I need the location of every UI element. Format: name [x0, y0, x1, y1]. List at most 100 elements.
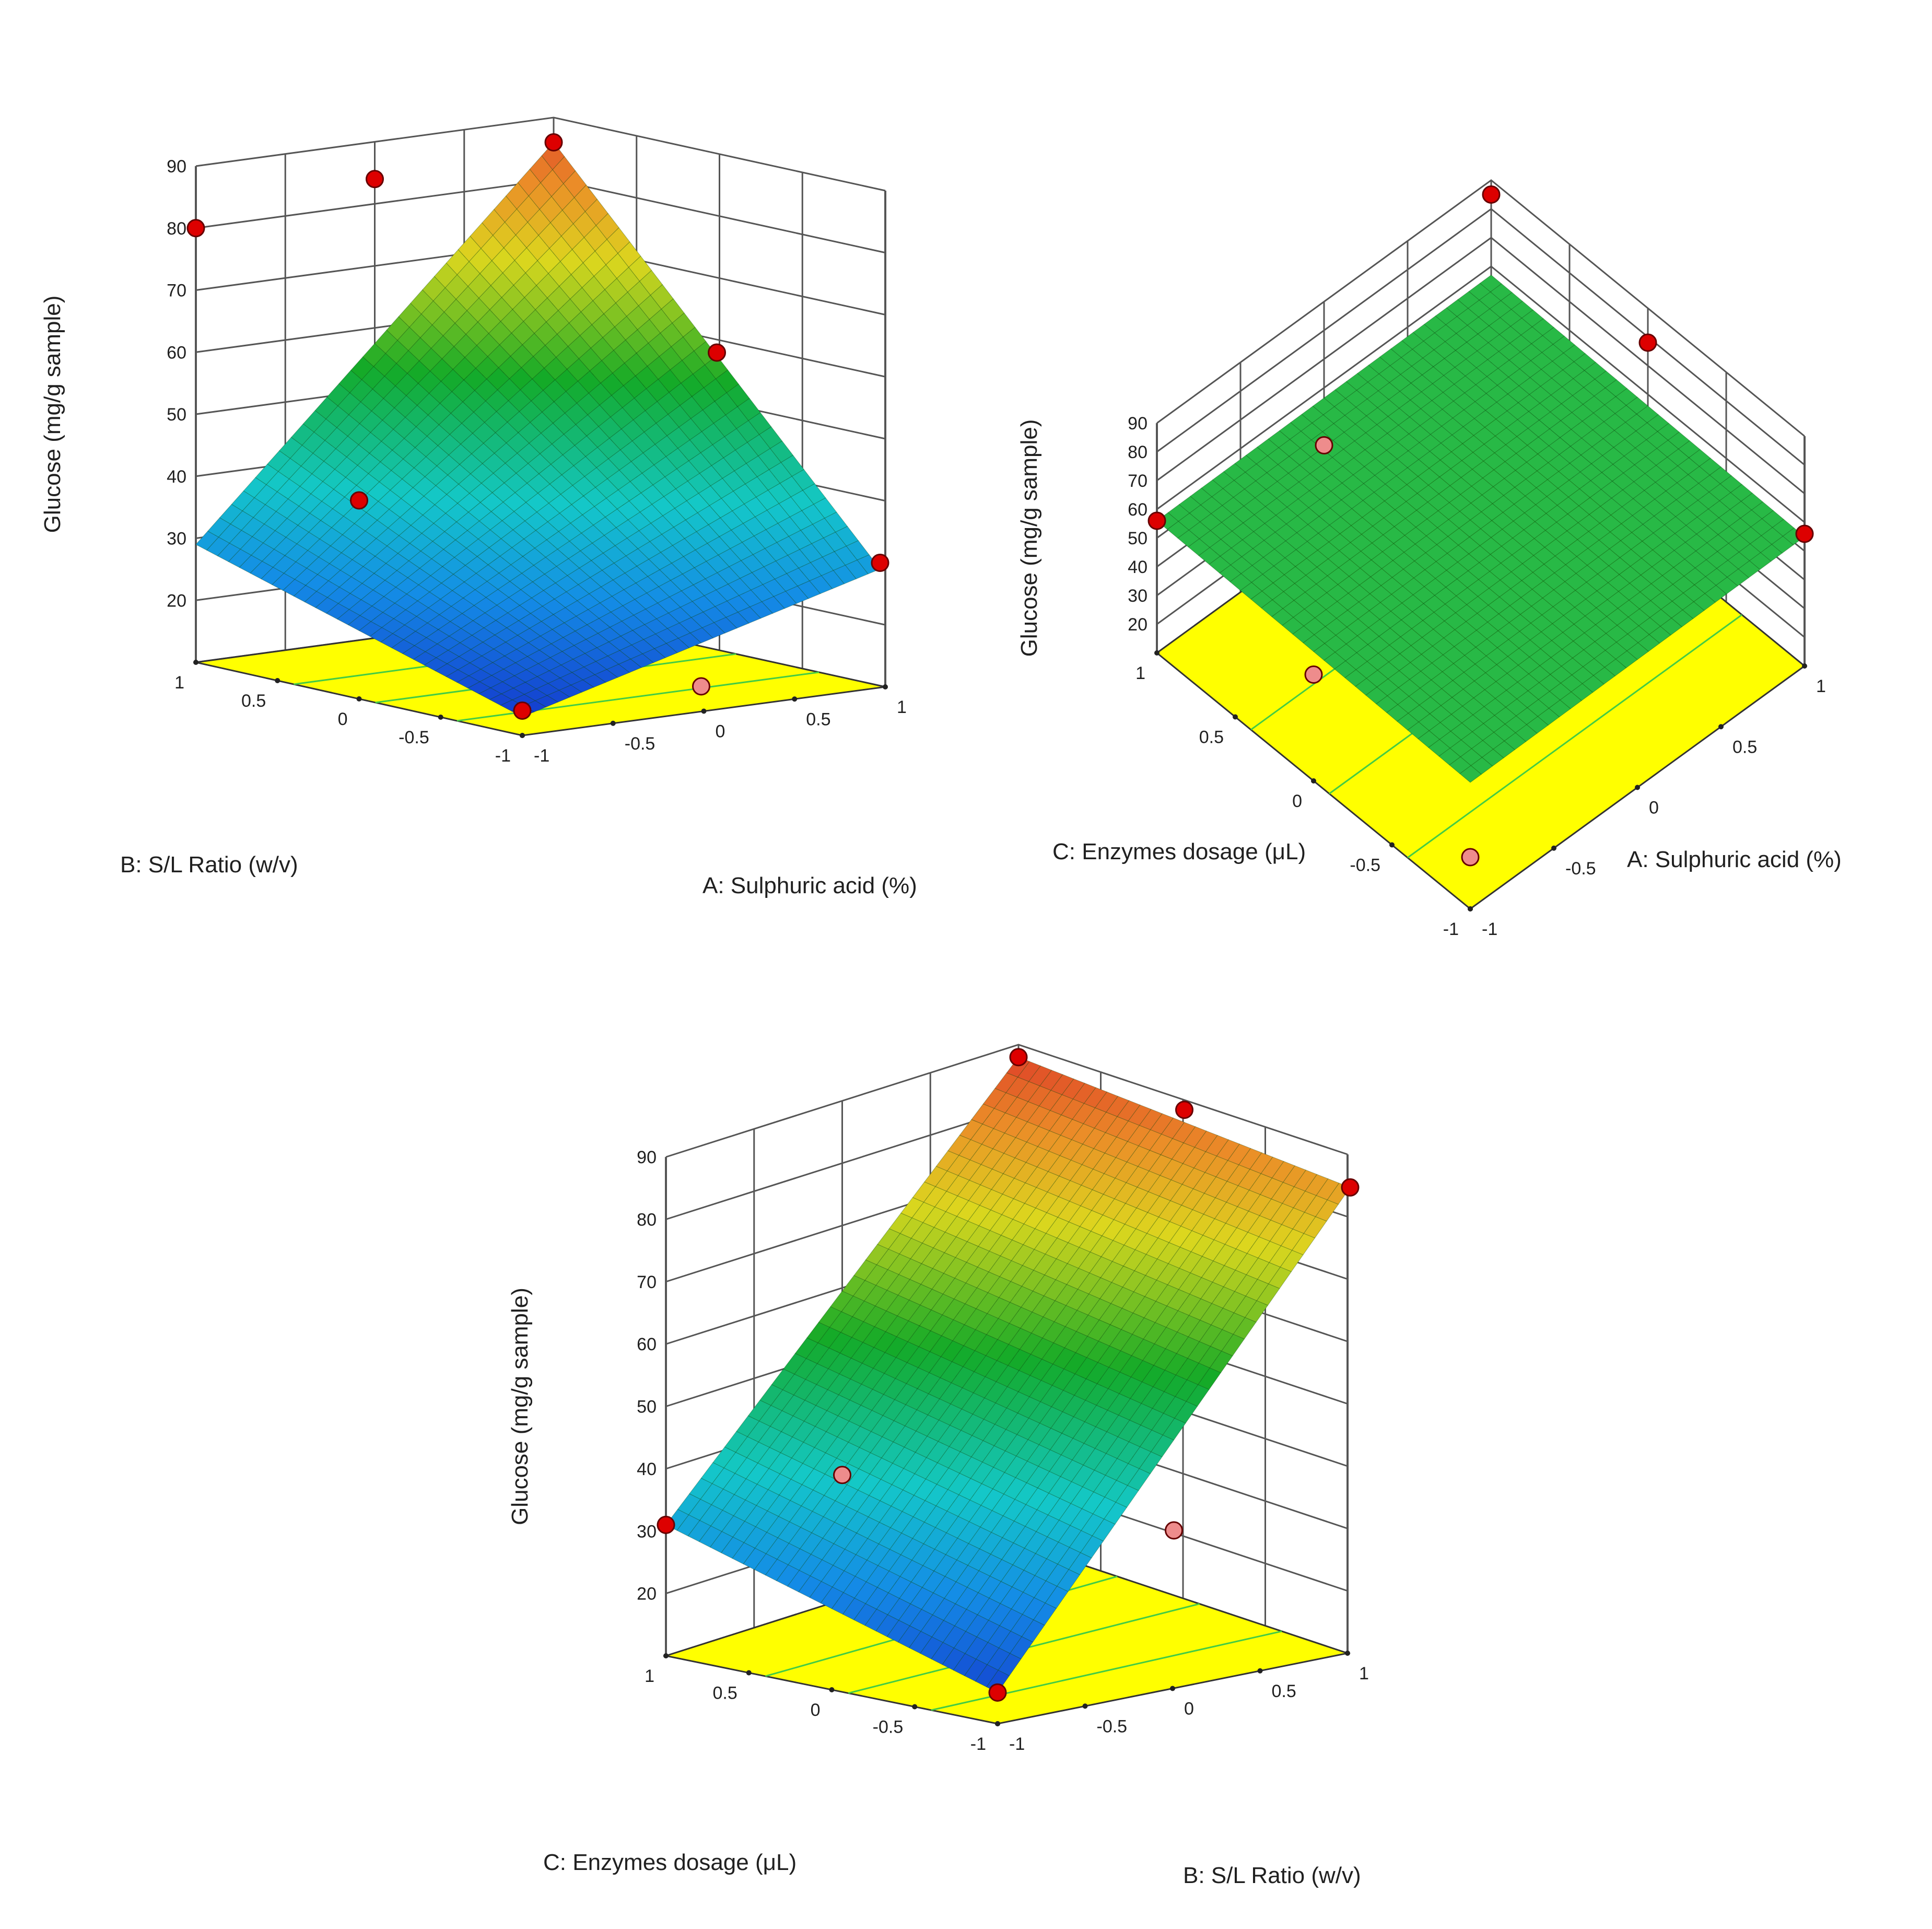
design-point	[692, 677, 710, 696]
left-axis-tick-mark	[912, 1704, 918, 1710]
z-tick-label: 50	[167, 405, 186, 425]
design-point	[1482, 185, 1501, 204]
left-axis-tick-label: 0	[338, 709, 348, 729]
z-axis-label: Glucose (mg/g sample)	[40, 296, 65, 533]
z-tick-label: 30	[637, 1522, 657, 1541]
design-point	[1148, 511, 1166, 530]
left-axis-tick-label: 1	[174, 673, 184, 693]
left-axis-tick-label: 0	[1292, 791, 1302, 811]
z-tick-label: 30	[1128, 586, 1148, 606]
surface-plot-1: 20 30 40 50 60 70 80 90 1 0.5 0 -0.5 -1 -1 -0.5 0 0.5 1 Gl…	[40, 116, 917, 898]
right-axis-tick-label: 1	[1816, 676, 1826, 696]
design-point	[1461, 848, 1480, 867]
z-tick-label: 80	[1128, 442, 1148, 462]
right-axis-tick-mark	[610, 720, 616, 726]
surface-plot-2: 20 30 40 50 60 70 80 90 1 0.5 0 -0.5 -1 -1 -0.5 0 0.5 1 Gl…	[1016, 179, 1842, 939]
z-tick-label: 20	[637, 1584, 657, 1604]
right-axis-tick-label: -1	[534, 746, 549, 766]
left-axis-tick-mark	[746, 1670, 752, 1676]
right-axis-tick-label: 0	[1184, 1699, 1194, 1719]
left-axis-tick-mark	[438, 715, 443, 720]
z-tick-label: 80	[167, 219, 186, 239]
left-axis-tick-mark	[275, 678, 280, 683]
left-axis-tick-mark	[829, 1687, 835, 1692]
left-axis-label: B: S/L Ratio (w/v)	[120, 852, 298, 878]
left-axis-tick-label: -0.5	[1350, 856, 1380, 875]
left-axis-tick-label: -0.5	[399, 728, 429, 747]
design-point	[1315, 436, 1333, 454]
left-axis-tick-mark	[663, 1653, 669, 1658]
left-axis-tick-label: -1	[970, 1734, 986, 1754]
left-axis-tick-mark	[1311, 778, 1316, 784]
right-axis-tick-label: -0.5	[625, 734, 655, 754]
left-axis-tick-label: -1	[495, 746, 511, 766]
right-axis-tick-label: -0.5	[1097, 1716, 1128, 1736]
design-point	[1638, 333, 1657, 352]
design-point	[1795, 524, 1814, 543]
right-axis-tick-mark	[1635, 785, 1640, 790]
right-axis-tick-mark	[1718, 724, 1724, 730]
design-point	[988, 1683, 1007, 1702]
design-point	[657, 1515, 675, 1534]
design-point	[708, 343, 726, 362]
right-axis-tick-label: 0	[1649, 798, 1659, 818]
z-tick-label: 70	[637, 1272, 657, 1292]
right-axis-tick-mark	[701, 708, 707, 714]
z-tick-label: 50	[637, 1397, 657, 1417]
right-axis-tick-mark	[1345, 1651, 1350, 1656]
left-axis-tick-mark	[1154, 650, 1160, 656]
z-tick-label: 70	[167, 281, 186, 301]
left-axis-tick-mark	[1389, 842, 1395, 848]
design-point	[833, 1466, 851, 1484]
z-tick-label: 60	[167, 343, 186, 363]
right-axis-tick-label: 0.5	[806, 709, 830, 729]
z-tick-label: 80	[637, 1210, 657, 1230]
right-axis-tick-label: -1	[1482, 919, 1497, 939]
right-axis-tick-mark	[1802, 663, 1807, 669]
right-axis-tick-label: 1	[897, 697, 907, 717]
left-axis-tick-label: 1	[1135, 663, 1145, 683]
response-surface	[665, 1057, 1351, 1693]
right-axis-tick-mark	[520, 733, 525, 738]
left-axis-tick-label: 0.5	[1199, 728, 1224, 747]
left-axis-label: C: Enzymes dosage (μL)	[543, 1850, 797, 1875]
z-tick-label: 90	[167, 157, 186, 177]
right-axis-tick-mark	[792, 696, 798, 702]
left-axis-label: C: Enzymes dosage (μL)	[1052, 839, 1306, 864]
design-point	[1009, 1048, 1028, 1067]
right-axis-tick-label: 0	[716, 722, 725, 742]
design-point	[350, 491, 368, 510]
z-tick-label: 90	[637, 1148, 657, 1167]
z-axis-label: Glucose (mg/g sample)	[1016, 419, 1042, 657]
z-tick-label: 30	[167, 529, 186, 549]
design-point	[871, 554, 889, 572]
design-point	[1304, 665, 1323, 684]
left-axis-tick-label: -0.5	[873, 1717, 904, 1737]
design-points	[657, 1048, 1360, 1702]
left-axis-tick-label: 0.5	[241, 691, 266, 711]
z-tick-label: 50	[1128, 529, 1148, 548]
design-point	[1165, 1521, 1183, 1540]
right-axis-tick-mark	[995, 1721, 1000, 1726]
design-point	[513, 702, 532, 720]
z-tick-label: 20	[167, 591, 186, 611]
left-axis-tick-label: 0	[811, 1700, 821, 1720]
right-axis-tick-label: 0.5	[1272, 1681, 1296, 1701]
design-point	[366, 170, 384, 189]
response-surface	[1156, 274, 1805, 783]
z-tick-label: 20	[1128, 615, 1148, 635]
right-axis-tick-mark	[1082, 1703, 1088, 1709]
left-axis-tick-label: 0.5	[712, 1684, 737, 1703]
design-points	[1148, 185, 1814, 867]
right-axis-tick-mark	[1170, 1686, 1175, 1691]
design-points	[186, 133, 889, 720]
left-axis-tick-label: 1	[645, 1666, 654, 1686]
z-axis-label: Glucose (mg/g sample)	[507, 1288, 533, 1525]
right-axis-label: A: Sulphuric acid (%)	[702, 873, 917, 898]
design-point	[1175, 1101, 1193, 1119]
left-axis-tick-label: -1	[1443, 919, 1459, 939]
right-axis-tick-mark	[1551, 845, 1556, 851]
right-axis-tick-label: 0.5	[1732, 737, 1757, 757]
z-tick-label: 70	[1128, 471, 1148, 491]
